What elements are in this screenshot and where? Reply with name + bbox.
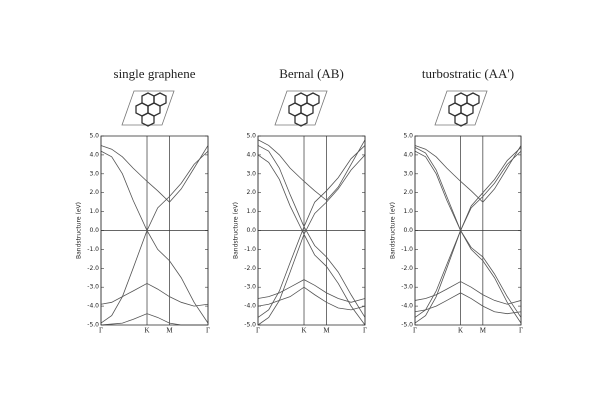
- band-line: [257, 139, 366, 201]
- x-tick-label: Γ: [519, 327, 523, 335]
- x-tick-label: M: [166, 327, 173, 335]
- y-axis-label: Bandstructure (eV): [233, 202, 240, 259]
- y-tick-label: 4.0: [403, 151, 413, 158]
- band-line: [414, 229, 522, 324]
- chart-title: Bernal (AB): [279, 66, 344, 81]
- y-tick-label: -5.0: [244, 322, 256, 329]
- y-tick-label: 5.0: [246, 133, 256, 140]
- plot-frame: [100, 135, 209, 326]
- band-line: [100, 313, 208, 326]
- y-tick-label: -4.0: [87, 303, 99, 310]
- y-tick-label: 2.0: [246, 189, 256, 196]
- x-tick-label: M: [480, 327, 487, 335]
- y-tick-label: 1.0: [246, 208, 256, 215]
- y-tick-label: -1.0: [401, 246, 413, 253]
- lattice-icon: [121, 90, 175, 127]
- band-line: [257, 225, 366, 318]
- y-tick-label: -2.0: [87, 265, 99, 272]
- chart-title: turbostratic (AA'): [422, 66, 514, 81]
- band-line: [100, 150, 209, 232]
- band-line: [414, 281, 522, 305]
- y-tick-label: 1.0: [89, 208, 99, 215]
- y-tick-label: -2.0: [401, 265, 413, 272]
- band-line: [100, 229, 209, 324]
- x-tick-label: K: [144, 327, 149, 335]
- plot-frame: [257, 135, 366, 326]
- y-tick-label: -3.0: [401, 284, 413, 291]
- x-tick-label: Γ: [256, 327, 260, 335]
- y-tick-label: -4.0: [244, 303, 256, 310]
- y-tick-label: 3.0: [246, 170, 256, 177]
- band-line: [414, 146, 522, 232]
- lattice-icon: [434, 90, 488, 127]
- y-tick-label: -5.0: [87, 322, 99, 329]
- x-tick-label: Γ: [413, 327, 417, 335]
- y-tick-label: 4.0: [246, 151, 256, 158]
- y-tick-label: -1.0: [87, 246, 99, 253]
- y-tick-label: -1.0: [244, 246, 256, 253]
- y-tick-label: 2.0: [89, 189, 99, 196]
- band-line: [100, 282, 209, 307]
- x-tick-label: M: [323, 327, 330, 335]
- band-line: [414, 292, 522, 315]
- chart-title: single graphene: [114, 66, 196, 81]
- band-line: [414, 145, 522, 203]
- x-tick-label: K: [458, 327, 463, 335]
- y-tick-label: -3.0: [87, 284, 99, 291]
- band-line: [257, 233, 366, 326]
- y-tick-label: 5.0: [403, 133, 413, 140]
- y-tick-label: 0.0: [403, 227, 413, 234]
- band-line: [100, 145, 209, 203]
- y-tick-label: 3.0: [89, 170, 99, 177]
- y-tick-label: -5.0: [401, 322, 413, 329]
- y-tick-label: 2.0: [403, 189, 413, 196]
- y-tick-label: 5.0: [89, 133, 99, 140]
- band-line: [257, 279, 366, 303]
- band-line: [414, 229, 522, 318]
- x-tick-label: Γ: [206, 327, 210, 335]
- y-axis-label: Bandstructure (eV): [76, 202, 83, 259]
- y-tick-label: 0.0: [246, 227, 256, 234]
- band-line: [257, 145, 366, 228]
- y-tick-label: 0.0: [89, 227, 99, 234]
- y-tick-label: -2.0: [244, 265, 256, 272]
- x-tick-label: Γ: [99, 327, 103, 335]
- y-axis-label: Bandstructure (eV): [390, 202, 397, 259]
- x-tick-label: K: [301, 327, 306, 335]
- plot-frame: [414, 135, 522, 326]
- band-line: [257, 154, 366, 236]
- y-tick-label: 1.0: [403, 208, 413, 215]
- lattice-icon: [274, 90, 328, 127]
- y-tick-label: -4.0: [401, 303, 413, 310]
- y-tick-label: 3.0: [403, 170, 413, 177]
- y-tick-label: -3.0: [244, 284, 256, 291]
- y-tick-label: 4.0: [89, 151, 99, 158]
- x-tick-label: Γ: [363, 327, 367, 335]
- band-line: [257, 286, 366, 311]
